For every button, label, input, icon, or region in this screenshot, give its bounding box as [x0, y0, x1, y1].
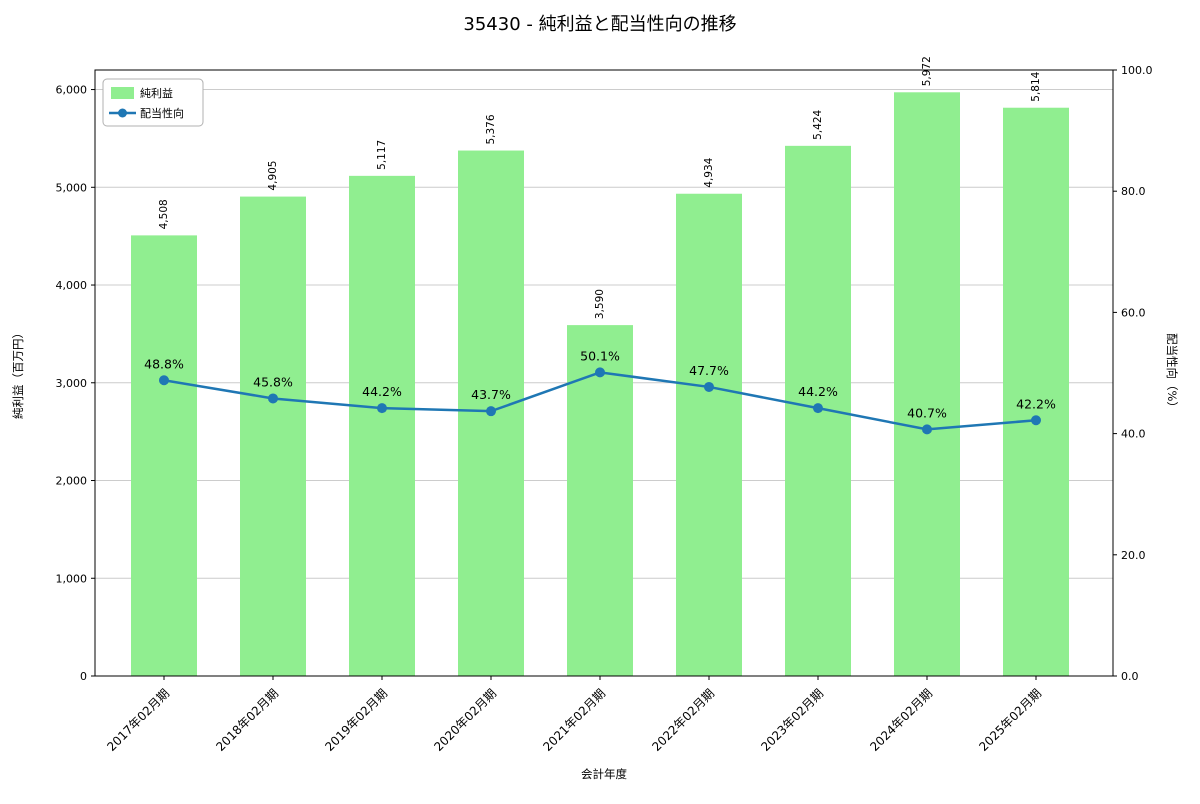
y-tick-label-right: 80.0 [1121, 185, 1146, 198]
x-tick-label: 2020年02月期 [431, 686, 499, 754]
legend-swatch-net-profit [111, 87, 134, 99]
y-axis-label-left: 純利益（百万円） [11, 327, 25, 419]
point-value-label: 43.7% [471, 387, 511, 402]
legend-label-net-profit: 純利益 [140, 86, 173, 100]
x-tick-label: 2018年02月期 [213, 686, 281, 754]
y-tick-label-right: 0.0 [1121, 670, 1139, 683]
legend-marker-payout [118, 108, 127, 118]
x-tick-label: 2017年02月期 [104, 686, 172, 754]
y-tick-label-left: 6,000 [56, 84, 88, 97]
y-tick-label-left: 1,000 [56, 572, 88, 585]
point-value-label: 44.2% [798, 384, 838, 399]
line-marker [159, 375, 169, 386]
line-marker [595, 367, 605, 378]
legend-label-payout: 配当性向 [140, 106, 184, 120]
legend: 純利益 配当性向 [102, 78, 204, 127]
line-marker [704, 381, 714, 392]
y-tick-label-left: 5,000 [56, 181, 88, 194]
x-tick-label: 2025年02月期 [976, 686, 1044, 754]
line-marker [813, 403, 823, 414]
bar-net-profit [349, 175, 415, 676]
y-tick-label-right: 60.0 [1121, 306, 1146, 319]
line-marker [268, 393, 278, 404]
bar-net-profit [894, 92, 960, 677]
point-value-label: 47.7% [689, 363, 729, 378]
bar-net-profit [567, 325, 633, 676]
bar-value-label: 5,376 [485, 114, 497, 144]
point-value-label: 40.7% [907, 405, 947, 420]
point-value-label: 42.2% [1016, 396, 1056, 411]
x-tick-label: 2024年02月期 [867, 686, 935, 754]
y-tick-label-left: 0 [80, 670, 87, 683]
y-tick-label-left: 3,000 [56, 377, 88, 390]
bar-value-label: 3,590 [594, 289, 606, 319]
y-tick-label-right: 20.0 [1121, 549, 1146, 562]
y-axis-label-right: 配当性向（%） [1165, 333, 1179, 413]
line-marker [922, 424, 932, 435]
bar-net-profit [240, 196, 306, 676]
x-axis-label: 会計年度 [581, 767, 627, 781]
point-value-label: 48.8% [144, 356, 184, 371]
point-value-label: 45.8% [253, 374, 293, 389]
x-tick-label: 2022年02月期 [649, 686, 717, 754]
x-tick-label: 2021年02月期 [540, 686, 608, 754]
plot-border [94, 69, 1114, 677]
bar-value-label: 5,972 [921, 56, 933, 86]
bar-value-label: 4,934 [703, 157, 715, 187]
bar-value-label: 4,508 [158, 199, 170, 229]
bar-net-profit [1003, 107, 1069, 676]
bar-value-label: 5,814 [1030, 71, 1042, 101]
y-tick-label-right: 100.0 [1121, 64, 1153, 77]
bar-value-label: 5,424 [812, 109, 824, 139]
x-tick-label: 2019年02月期 [322, 686, 390, 754]
line-marker [1031, 415, 1041, 426]
bar-value-label: 5,117 [376, 140, 388, 170]
line-marker [377, 403, 387, 414]
x-tick-label: 2023年02月期 [758, 686, 826, 754]
point-value-label: 50.1% [580, 348, 620, 363]
y-tick-label-left: 2,000 [56, 475, 88, 488]
point-value-label: 44.2% [362, 384, 402, 399]
bar-net-profit [131, 235, 197, 677]
y-tick-label-left: 4,000 [56, 279, 88, 292]
chart-title: 35430 - 純利益と配当性向の推移 [463, 14, 736, 35]
bar-value-label: 4,905 [267, 161, 279, 191]
line-marker [486, 406, 496, 417]
line-layer: 48.8% 45.8% 44.2% 43.7% 50.1% 47.7% 44.2% 40.7%… [144, 348, 1056, 435]
bar-net-profit [676, 193, 742, 677]
y-tick-label-right: 40.0 [1121, 428, 1146, 441]
